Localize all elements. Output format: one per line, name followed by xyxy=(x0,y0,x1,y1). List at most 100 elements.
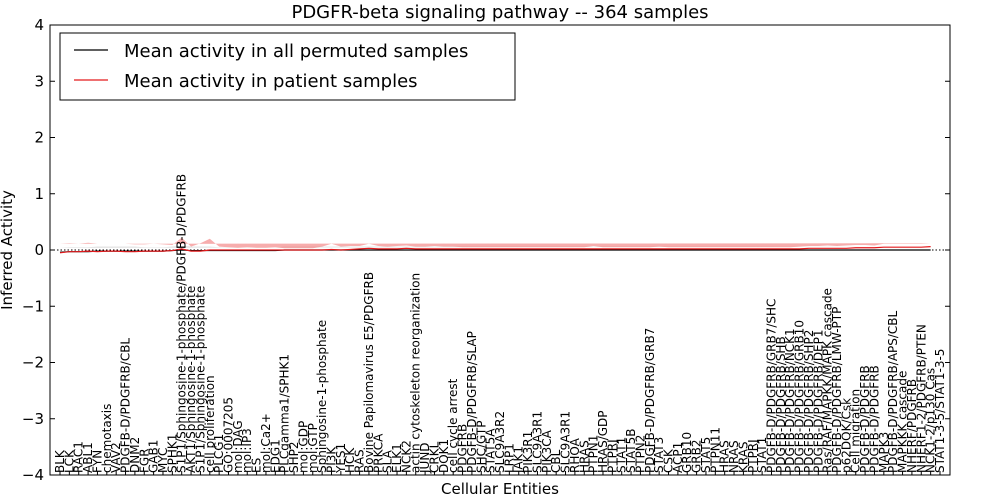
x-tick-label: actin cytoskeleton reorganization xyxy=(409,273,423,473)
x-tick-label: LCK xyxy=(62,449,76,473)
x-tick-label: STAT1-3-5/STAT1-3-5 xyxy=(933,349,947,473)
x-tick-label: STAT5A xyxy=(484,428,498,473)
x-tick-label: MAPKKK cascade xyxy=(896,371,910,473)
x-tick-label: PDGFB-D/PDGFRB/CBL xyxy=(119,338,133,473)
x-tick-label: SPHK1 xyxy=(165,434,179,473)
x-tick-label: PLCgamma1/SPHK1 xyxy=(278,354,292,473)
x-tick-label: MAPK3 xyxy=(877,432,891,473)
x-tick-label: HRAS xyxy=(718,440,732,473)
x-tick-label: NCK1-2/p130 Cas xyxy=(924,368,938,473)
x-tick-label: PDGFB-D/PDGFRB/SLAP xyxy=(465,331,479,473)
x-tick-label: CBL xyxy=(549,449,563,473)
x-tick-label: mol:GDP xyxy=(296,421,310,473)
y-tick-label: −1 xyxy=(22,297,44,315)
x-tick-label: PDGFB-D/PDGFRB/APS/CBL xyxy=(886,310,900,473)
x-tick-label: RAC1 xyxy=(72,441,86,473)
x-tick-label: S1P1/Sphingosine-1-phosphate/PDGFB-D/PDG… xyxy=(175,174,189,473)
x-tick-label: mol:DAG xyxy=(231,420,245,473)
x-tick-label: DNM2 xyxy=(128,437,142,473)
y-tick-label: 4 xyxy=(34,16,44,34)
x-tick-label: Sphingosine-1-phosphate xyxy=(315,320,329,473)
x-tick-label: RAS xyxy=(353,449,367,473)
x-tick-label: RHOA xyxy=(568,437,582,473)
patient-mean-line xyxy=(59,246,931,254)
x-tick-label: PDGFB-D/PDGFRB/SHB xyxy=(774,336,788,473)
x-tick-label: PDGFRB xyxy=(456,424,470,473)
x-tick-label: ABL1 xyxy=(81,442,95,473)
x-tick-label: mol:Ca2+ xyxy=(259,413,273,473)
y-tick-label: 1 xyxy=(34,185,44,203)
patient-spread-band xyxy=(60,237,931,249)
x-tick-label: LRP1 xyxy=(502,443,516,473)
x-tick-label: STAT1 xyxy=(615,437,629,473)
x-tick-label: MYC xyxy=(156,448,170,473)
x-tick-label: cell proliferation xyxy=(203,375,217,473)
x-tick-label: VAV2 xyxy=(109,442,123,473)
x-tick-label: mol:GTP xyxy=(306,423,320,473)
axes: 4 3 2 1 0 −1 −2 −3 −4 BLKLCKRAC1ABL1FYNchemotaxis… xyxy=(22,16,950,484)
x-tick-label: STAT3 xyxy=(652,437,666,473)
x-tick-label: mol:IP3 xyxy=(240,428,254,473)
x-tick-label: ES xyxy=(250,458,264,473)
y-tick-label: 0 xyxy=(34,241,44,259)
x-tick-label: JUND xyxy=(418,442,432,474)
x-tick-label: PDGFB-D/PDGFRB/GRB7/SHC xyxy=(764,299,778,473)
x-tick-label: EDG1 xyxy=(268,439,282,473)
x-tick-label: cell cycle arrest xyxy=(446,378,460,473)
x-tick-label: Bovine Papilomavirus E5/PDGFRB xyxy=(362,272,376,473)
x-tick-label: PDGFB-D/PDGFRB xyxy=(867,365,881,473)
x-tick-label: ELK1 xyxy=(390,443,404,473)
x-tick-label: DOK1 xyxy=(437,439,451,473)
chart-title: PDGFR-beta signaling pathway -- 364 samp… xyxy=(291,2,708,23)
x-tick-label: PDGFB-D/PDGFRB xyxy=(858,365,872,473)
y-tick-label: 3 xyxy=(34,72,44,90)
x-tick-label: SLC9A3R1 xyxy=(559,411,573,473)
x-tick-label: CSK xyxy=(662,448,676,473)
x-tick-label: ACP1 xyxy=(671,442,685,473)
y-axis-label: Inferred Activity xyxy=(0,190,16,310)
x-tick-label: PTPRJ xyxy=(605,439,619,473)
x-tick-label: GO:0007205 xyxy=(222,397,236,473)
x-tick-label: NHERF1-2/PDGFRB/PTEN xyxy=(914,324,928,473)
x-axis-label: Cellular Entities xyxy=(441,480,559,498)
legend: Mean activity in all permuted samples Me… xyxy=(59,32,516,101)
x-tick-label: NHERF/PDGFRB xyxy=(905,379,919,473)
x-tick-label: CRKL xyxy=(427,441,441,473)
x-tick-label: PTPRJ xyxy=(746,439,760,473)
x-tick-label: FYN xyxy=(90,450,104,473)
x-tick-label: PTPN11 xyxy=(708,427,722,473)
y-tick-label: −4 xyxy=(22,466,44,484)
x-tick-label: STAT5B xyxy=(624,429,638,474)
x-tick-label: PTPN1 xyxy=(587,435,601,473)
x-tick-label: Cell migration xyxy=(849,389,863,473)
x-tick-label: PDGFB-D/PDGFRB/NCK1 xyxy=(783,328,797,473)
x-tick-label: STAT5 xyxy=(699,437,713,473)
x-tick-label: PDGFB-D/PDGFRB/DEP1 xyxy=(811,329,825,473)
x-tick-label: Ras/RAF/MAPKK/MAPK cascade xyxy=(821,288,835,473)
x-tick-label: GAB1 xyxy=(147,440,161,473)
y-tick-label: −2 xyxy=(22,354,44,372)
x-tick-label: GRB2 xyxy=(690,439,704,473)
x-tick-label: SHC/GTP xyxy=(474,421,488,474)
x-tick-label: chemotaxis xyxy=(100,404,114,473)
x-tick-label: NRAS xyxy=(727,440,741,473)
x-tick-label: PIK3CA xyxy=(540,429,554,473)
x-tick-label: HRAS/GDP xyxy=(596,410,610,473)
x-tick-label: PTPN2 xyxy=(633,435,647,473)
y-tick-label: 2 xyxy=(34,129,44,147)
x-tick-label: GRB10 xyxy=(680,432,694,473)
x-tick-label: PLCG1 xyxy=(212,434,226,473)
x-tick-label: SLA xyxy=(381,449,395,473)
x-tick-label: PIK3R1 xyxy=(521,431,535,473)
x-tick-label: HRAS xyxy=(577,440,591,473)
x-tick-label: SLC9A3R1 xyxy=(530,411,544,473)
y-tick-label: −3 xyxy=(22,410,44,428)
plot-area xyxy=(50,237,950,254)
x-tick-label: STAT1 xyxy=(755,437,769,473)
legend-permuted-label: Mean activity in all permuted samples xyxy=(124,41,468,62)
x-tick-label: PDGFB-D/PDGFRB/LMW-PTP xyxy=(830,307,844,473)
x-tick-label: SLC9A3R2 xyxy=(493,411,507,473)
x-tick-label: KRAS xyxy=(736,441,750,473)
x-tick-label: NCK2 xyxy=(399,440,413,473)
